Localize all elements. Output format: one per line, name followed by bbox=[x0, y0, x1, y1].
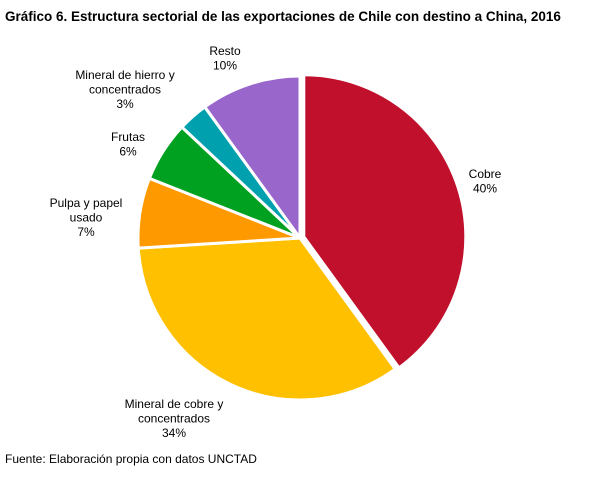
pie-slice-0 bbox=[302, 73, 468, 370]
slice-labels: Cobre 40% Mineral de cobre y concentrados 34… bbox=[50, 44, 502, 440]
pie-slices bbox=[136, 73, 468, 402]
slice-label-0: Cobre 40% bbox=[469, 167, 502, 196]
chart-title: Gráfico 6. Estructura sectorial de las e… bbox=[5, 9, 561, 24]
slice-label-2: Pulpa y papel usado 7% bbox=[50, 196, 123, 239]
source-note: Fuente: Elaboración propia con datos UNC… bbox=[5, 452, 257, 466]
pie-slice-1 bbox=[136, 236, 397, 402]
pie-slice-5 bbox=[203, 74, 302, 240]
slice-label-1: Mineral de cobre y concentrados 34% bbox=[125, 397, 224, 440]
slice-label-3: Frutas 6% bbox=[111, 130, 145, 159]
slice-label-5: Resto 10% bbox=[209, 44, 241, 73]
slice-label-4: Mineral de hierro y concentrados 3% bbox=[75, 68, 174, 111]
